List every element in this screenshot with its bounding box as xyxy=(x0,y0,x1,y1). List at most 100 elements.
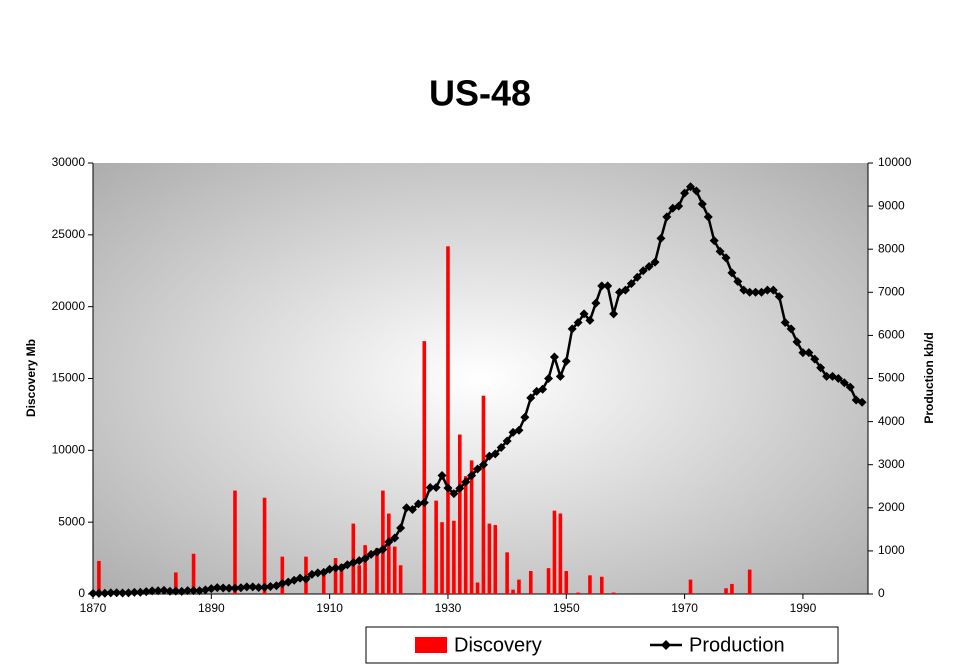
point xyxy=(715,246,725,256)
point xyxy=(792,337,802,347)
point xyxy=(295,573,305,583)
point xyxy=(260,582,270,592)
bar xyxy=(392,546,397,594)
x-tick-label: 1890 xyxy=(198,601,225,615)
bar xyxy=(564,571,569,594)
bar xyxy=(463,476,468,594)
point xyxy=(833,374,843,383)
bar xyxy=(191,553,196,594)
point xyxy=(697,199,707,209)
bar xyxy=(262,497,267,594)
bar xyxy=(576,592,580,594)
point xyxy=(212,583,222,593)
bar xyxy=(546,568,551,594)
point xyxy=(189,586,199,596)
point xyxy=(449,489,459,499)
point xyxy=(816,363,826,373)
point xyxy=(478,460,488,470)
point xyxy=(218,583,228,593)
point xyxy=(555,371,565,381)
point xyxy=(709,236,719,246)
point xyxy=(100,588,110,598)
y2-tick-label: 3000 xyxy=(878,457,905,471)
point xyxy=(650,257,660,267)
point xyxy=(603,281,613,291)
point xyxy=(248,582,258,592)
bar xyxy=(487,523,492,594)
point xyxy=(561,356,571,366)
bar xyxy=(280,556,285,594)
point xyxy=(632,272,642,282)
bar xyxy=(381,490,385,594)
bar xyxy=(599,576,604,594)
point xyxy=(798,348,808,358)
y-tick-label: 15000 xyxy=(52,371,86,385)
point xyxy=(224,583,234,593)
point xyxy=(733,277,743,287)
point xyxy=(171,586,181,596)
y2-tick-label: 10000 xyxy=(878,155,912,169)
point xyxy=(490,449,500,459)
point xyxy=(520,412,530,422)
point xyxy=(135,587,145,597)
point xyxy=(112,588,122,598)
point xyxy=(118,588,128,598)
point xyxy=(496,442,506,452)
point xyxy=(230,583,240,593)
point xyxy=(745,287,755,297)
point xyxy=(390,533,400,543)
point xyxy=(620,285,630,295)
y2-tick-label: 6000 xyxy=(878,328,905,342)
point xyxy=(656,233,666,243)
y2-axis-title: Production kb/d xyxy=(922,332,936,423)
point xyxy=(638,266,648,276)
legend-label: Production xyxy=(689,634,785,656)
point xyxy=(467,470,477,480)
point xyxy=(194,586,204,596)
y2-tick-label: 7000 xyxy=(878,284,905,298)
y2-tick-label: 4000 xyxy=(878,414,905,428)
bar xyxy=(446,246,450,594)
point xyxy=(514,425,524,435)
y-tick-label: 10000 xyxy=(52,443,86,457)
y-tick-label: 30000 xyxy=(52,155,86,169)
point xyxy=(804,348,814,358)
point xyxy=(609,309,619,319)
legend-label: Discovery xyxy=(454,634,542,656)
point xyxy=(567,324,577,334)
point xyxy=(413,499,423,509)
point xyxy=(526,393,536,403)
bar xyxy=(375,548,379,594)
point xyxy=(443,483,453,493)
point xyxy=(301,574,311,584)
point xyxy=(686,182,696,192)
point xyxy=(597,281,607,291)
point xyxy=(727,268,737,278)
point xyxy=(768,285,778,295)
point xyxy=(331,563,341,573)
x-tick-label: 1930 xyxy=(435,601,462,615)
point xyxy=(680,188,690,198)
bar xyxy=(552,510,557,594)
point xyxy=(106,588,116,598)
bar xyxy=(724,588,728,594)
point xyxy=(502,436,512,446)
point xyxy=(319,567,329,577)
point xyxy=(378,545,388,555)
point xyxy=(94,588,104,598)
point xyxy=(200,585,210,595)
point xyxy=(857,397,867,407)
point xyxy=(751,287,761,297)
point xyxy=(626,279,636,289)
bar xyxy=(747,569,752,594)
point xyxy=(762,285,772,295)
point xyxy=(810,354,820,364)
point xyxy=(431,483,441,493)
bar xyxy=(457,434,462,594)
point xyxy=(277,579,287,589)
point xyxy=(780,317,790,327)
point xyxy=(313,568,323,578)
y2-tick-label: 1000 xyxy=(878,543,905,557)
bar xyxy=(528,571,533,594)
